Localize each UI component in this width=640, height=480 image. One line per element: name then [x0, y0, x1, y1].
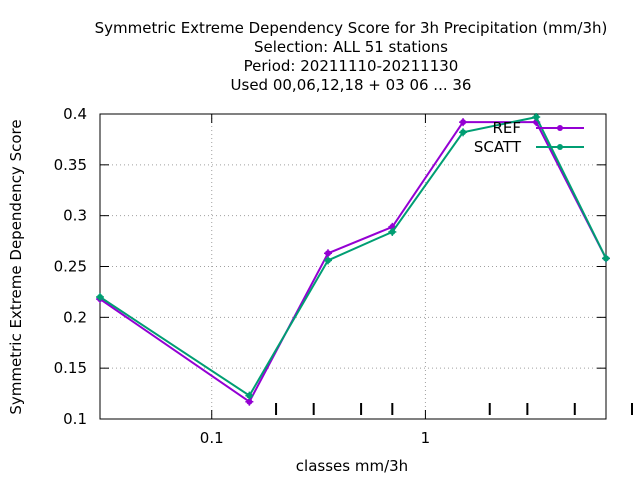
x-tick-label: 0.1	[200, 429, 224, 447]
legend-marker-ref	[557, 125, 563, 131]
y-tick-label: 0.3	[63, 207, 87, 225]
chart-title-line: Symmetric Extreme Dependency Score for 3…	[95, 19, 608, 37]
series-line-scatt	[99, 115, 607, 398]
data-point-scatt	[323, 256, 332, 265]
chart-title-line: Used 00,06,12,18 + 03 06 ... 36	[231, 76, 472, 94]
y-tick-label: 0.35	[54, 156, 87, 174]
x-tick-label: 1	[421, 429, 431, 447]
chart-title: Symmetric Extreme Dependency Score for 3…	[95, 19, 608, 94]
data-point-ref	[323, 249, 332, 258]
legend-label-ref: REF	[492, 119, 521, 137]
data-point-scatt	[532, 113, 541, 122]
data-point-scatt	[459, 128, 468, 137]
y-tick-label: 0.15	[54, 359, 87, 377]
data-point-scatt	[96, 293, 104, 301]
x-axis-label: classes mm/3h	[296, 457, 408, 475]
data-point-scatt	[602, 254, 610, 263]
data-point-ref	[459, 118, 468, 127]
series-line-ref	[99, 121, 607, 404]
series-lines	[96, 113, 610, 406]
y-tick-label: 0.4	[63, 105, 87, 123]
y-tick-label: 0.2	[63, 308, 87, 326]
grid	[100, 114, 606, 419]
y-tick-label: 0.25	[54, 258, 87, 276]
y-tick-label: 0.1	[63, 410, 87, 428]
legend-marker-scatt	[557, 144, 563, 150]
axis-ticks: 0.1 0.15 0.2 0.25 0.3 0.35 0.4 0.1 1	[54, 105, 633, 447]
data-point-scatt	[245, 391, 254, 400]
y-axis-label: Symmetric Extreme Dependency Score	[7, 119, 25, 414]
chart-title-line: Period: 20211110-20211130	[244, 57, 459, 75]
chart-title-line: Selection: ALL 51 stations	[254, 38, 448, 56]
legend-label-scatt: SCATT	[474, 138, 522, 156]
data-point-scatt	[388, 227, 397, 236]
